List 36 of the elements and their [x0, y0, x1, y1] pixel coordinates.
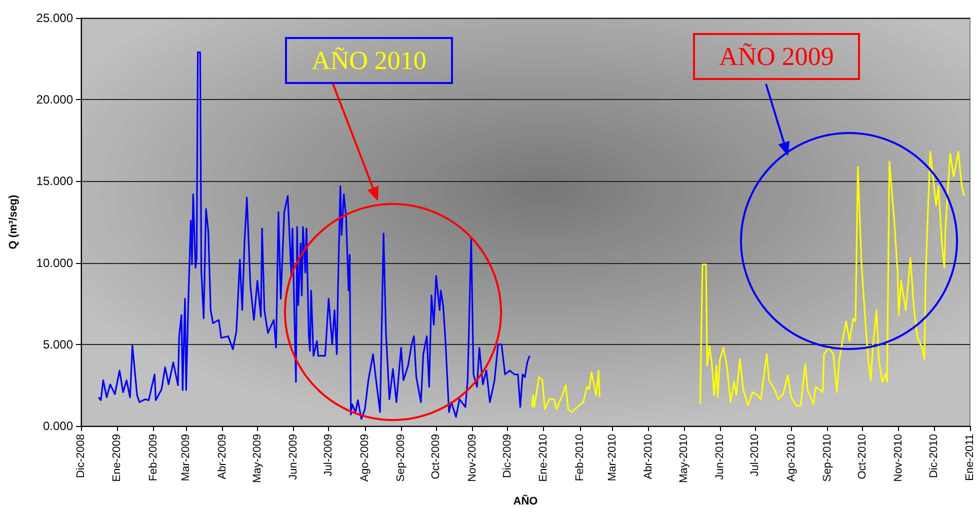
x-tick-label: Feb-2010	[574, 434, 586, 482]
x-tick-label: Dic-2010	[928, 434, 940, 478]
x-tick-label: Abr-2009	[216, 434, 228, 480]
x-tick-label: Mar-2010	[606, 434, 619, 482]
x-tick-label: Nov-2010	[892, 434, 905, 482]
y-tick-label: 25.000	[36, 11, 74, 25]
y-tick-label: 20.000	[36, 92, 74, 107]
x-tick-label: Sep-2010	[821, 434, 834, 482]
y-tick-label: 0.000	[42, 419, 74, 433]
y-tick-label: 15.000	[36, 174, 74, 188]
x-tick-label: Jul-2009	[322, 434, 335, 476]
y-tick-label: 5.000	[42, 337, 74, 352]
x-axis-title: AÑO	[513, 494, 538, 508]
x-tick-label: May-2010	[678, 434, 690, 483]
x-tick-label: Dic-2009	[501, 434, 514, 478]
x-tick-label: Dic-2008	[75, 434, 87, 478]
x-tick-label: Nov-2009	[466, 434, 478, 482]
annotation: AÑO 2009	[693, 33, 860, 80]
x-tick-label: Ene-2009	[111, 434, 124, 482]
x-tick-label: Ago-2010	[785, 434, 798, 482]
x-tick-label: Ene-2011	[964, 434, 976, 481]
x-tick-label: Oct-2009	[430, 434, 442, 480]
x-tick-label: Ene-2010	[538, 434, 550, 482]
y-tick-label: 10.000	[36, 256, 74, 270]
x-tick-label: Jun-2009	[288, 434, 300, 480]
x-tick-label: Ago-2009	[358, 434, 371, 482]
annotation: AÑO 2010	[285, 37, 453, 84]
x-tick-label: Mar-2009	[180, 434, 192, 482]
y-axis-title: Q (m³/seg)	[8, 194, 20, 250]
x-tick-label: Jul-2010	[749, 434, 762, 476]
x-tick-label: May-2009	[251, 434, 264, 483]
x-tick-label: Jun-2010	[714, 434, 726, 480]
x-tick-label: Feb-2009	[147, 434, 160, 482]
x-tick-label: Oct-2010	[856, 434, 869, 480]
x-tick-label: Sep-2009	[395, 434, 408, 482]
x-tick-label: Abr-2010	[642, 434, 655, 480]
